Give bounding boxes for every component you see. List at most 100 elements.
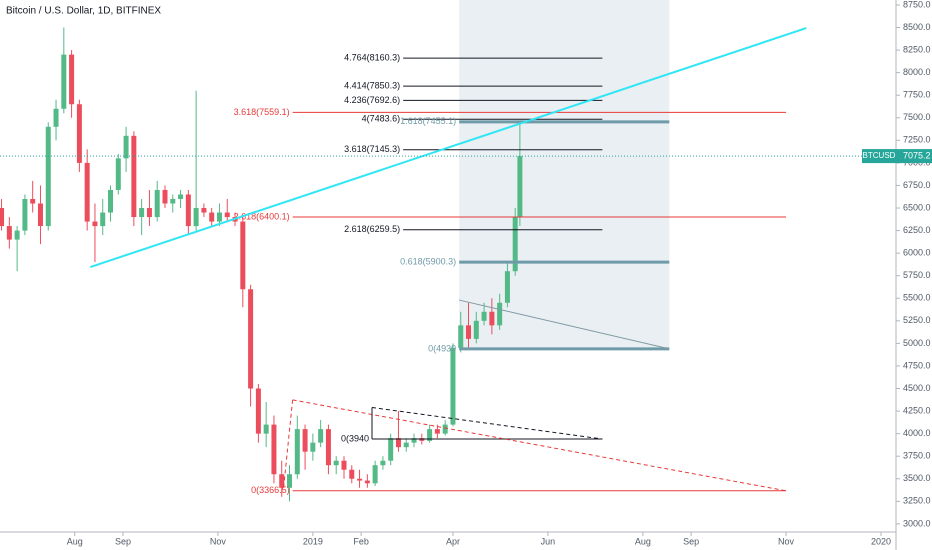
fib-label: 0(4939 — [428, 343, 456, 353]
candle-body — [473, 320, 479, 339]
candle-body — [170, 198, 176, 204]
y-tick-label: 7500.0 — [903, 112, 931, 122]
y-tick-label: 6000.0 — [903, 248, 931, 258]
candle-body — [37, 203, 43, 227]
axis-layer: 3000.0 3250.0 3500.0 3750.0 4000.0 4250.0 4500… — [67, 0, 932, 546]
candle-body — [146, 208, 152, 218]
candle-body — [139, 208, 145, 218]
candle-body — [263, 424, 269, 434]
candle-body — [224, 212, 230, 218]
fib-label: 4.764(8160.3) — [344, 53, 400, 63]
x-tick-label: Aug — [635, 536, 651, 546]
candle-body — [271, 424, 277, 475]
y-tick-label: 4500.0 — [903, 383, 931, 393]
y-tick-label: 3500.0 — [903, 473, 931, 483]
candle-body — [310, 442, 316, 452]
price-badge — [896, 149, 932, 164]
candle-body — [0, 208, 5, 227]
candle-body — [372, 465, 378, 484]
fib-label: 4.414(7850.3) — [344, 81, 400, 91]
candle-body — [466, 325, 472, 339]
y-tick-label: 8500.0 — [903, 22, 931, 32]
x-tick-label: Feb — [353, 536, 369, 546]
candle-body — [100, 212, 106, 227]
candle-body — [14, 230, 20, 240]
candle-body — [255, 388, 261, 434]
candle-body — [30, 198, 36, 204]
y-tick-label: 3000.0 — [903, 518, 931, 528]
candle-body — [427, 429, 433, 441]
y-tick-label: 7750.0 — [903, 90, 931, 100]
x-tick-label: Apr — [446, 536, 460, 546]
zone-layer — [459, 0, 670, 349]
candle-body — [216, 212, 222, 222]
x-tick-label: 2019 — [303, 536, 323, 546]
fib-label: 3.618(7559.1) — [234, 107, 290, 117]
candle-body — [240, 221, 246, 290]
candle-body — [333, 460, 339, 466]
fib-label: 2.618(6400.1) — [234, 211, 290, 221]
candle-body — [209, 212, 215, 222]
y-tick-label: 5250.0 — [903, 315, 931, 325]
fib-label: 4.236(7692.6) — [344, 95, 400, 105]
candle-body — [287, 474, 293, 488]
y-tick-label: 5000.0 — [903, 338, 931, 348]
candle-body — [318, 429, 324, 443]
chart-title: Bitcoin / U.S. Dollar, 1D, BITFINEX — [6, 6, 161, 17]
candle-body — [450, 347, 456, 425]
candle-body — [131, 135, 137, 218]
candle-body — [517, 156, 523, 218]
x-tick-label: Nov — [778, 536, 795, 546]
trend-line — [282, 399, 294, 491]
candle-body — [92, 221, 98, 227]
y-tick-label: 6500.0 — [903, 202, 931, 212]
overlay-layer: 4.764(8160.3) 4.414(7850.3) 4.236(7692.6) 4… — [0, 27, 895, 495]
fib-label: 4(7483.6) — [362, 114, 401, 124]
fib-label: 0(3366.5) — [251, 485, 290, 495]
candle-body — [61, 54, 67, 109]
price-label: 7075.2 — [903, 150, 931, 160]
y-tick-label: 6750.0 — [903, 180, 931, 190]
candle-body — [84, 162, 90, 222]
candle-body — [302, 429, 308, 452]
candle-body — [185, 194, 191, 227]
symbol-label: BTCUSD — [863, 151, 896, 160]
candle-body — [403, 442, 409, 448]
candle-body — [154, 189, 160, 218]
y-tick-label: 4250.0 — [903, 405, 931, 415]
candle-body — [201, 208, 207, 213]
candle-body — [6, 226, 12, 240]
candle-body — [434, 429, 440, 434]
y-tick-label: 4000.0 — [903, 428, 931, 438]
candle-body — [178, 194, 184, 199]
candle-body — [45, 126, 51, 227]
trend-line — [89, 27, 807, 268]
y-tick-label: 3750.0 — [903, 451, 931, 461]
candle-body — [349, 469, 355, 479]
candle-body — [395, 438, 401, 448]
candle-body — [357, 478, 363, 481]
candle-body — [76, 104, 82, 163]
symbol-badge — [862, 149, 896, 164]
candle-body — [193, 208, 199, 227]
candle-body — [53, 108, 59, 127]
candle-body — [364, 480, 370, 484]
y-tick-label: 5750.0 — [903, 270, 931, 280]
candle-body — [248, 289, 254, 389]
x-tick-label: 2020 — [871, 536, 891, 546]
candle-body — [325, 429, 331, 466]
plot-layer — [0, 27, 523, 502]
trend-line — [459, 299, 670, 350]
x-tick-label: Nov — [210, 536, 227, 546]
candle-body — [497, 302, 503, 326]
candle-body — [489, 311, 495, 326]
candle-body — [380, 460, 386, 466]
x-tick-label: Jun — [541, 536, 556, 546]
x-tick-label: Aug — [67, 536, 83, 546]
candle-body — [69, 54, 75, 105]
fib-label: 0.618(5900.3) — [400, 257, 456, 267]
fib-label: 3.618(7145.3) — [344, 144, 400, 154]
candle-body — [123, 135, 129, 159]
